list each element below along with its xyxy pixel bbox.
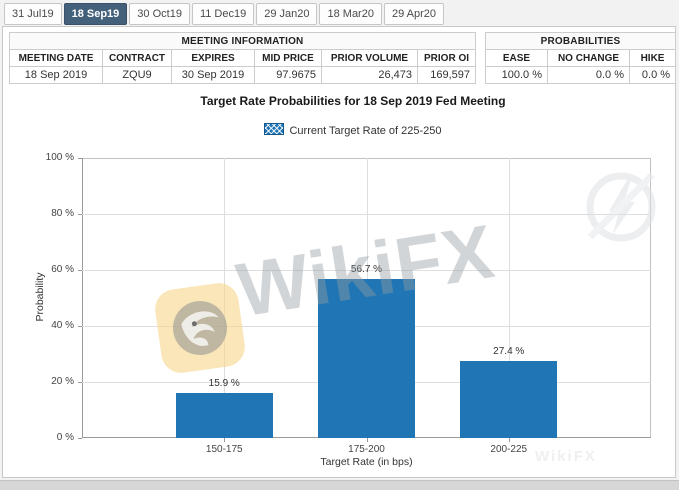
y-tick-label: 80 % xyxy=(51,208,74,219)
chart-legend: Current Target Rate of 225-250 xyxy=(63,123,643,137)
meeting-information-value-cell: 30 Sep 2019 xyxy=(171,66,255,84)
bar-value-label: 27.4 % xyxy=(493,346,525,358)
tab-29-jan20[interactable]: 29 Jan20 xyxy=(256,3,318,25)
legend-label: Current Target Rate of 225-250 xyxy=(289,125,442,137)
bar-200-225 xyxy=(460,361,558,438)
meeting-information-value-cell: 18 Sep 2019 xyxy=(9,66,103,84)
meeting-information-value-cell: 97.9675 xyxy=(254,66,322,84)
meeting-tabs: 31 Jul19 18 Sep19 30 Oct19 11 Dec19 29 Jan20… xyxy=(0,0,679,26)
y-tick-label: 100 % xyxy=(45,152,74,163)
y-tick-mark xyxy=(78,326,82,327)
x-tick-label: 200-225 xyxy=(490,444,528,455)
y-tick-mark xyxy=(78,438,82,439)
meeting-information-col-meeting-date: MEETING DATE xyxy=(9,49,103,67)
bottom-strip xyxy=(0,480,679,490)
x-tick-mark xyxy=(366,438,368,442)
bar-value-label: 56.7 % xyxy=(350,264,383,276)
y-tick-mark xyxy=(78,270,82,271)
x-axis-title: Target Rate (in bps) xyxy=(320,456,413,468)
meeting-information-col-prior-volume: PRIOR VOLUME xyxy=(321,49,418,67)
meeting-information-value-cell: 26,473 xyxy=(321,66,418,84)
meeting-information-table: MEETING INFORMATION MEETING DATE CONTRACT E… xyxy=(8,32,477,84)
main-panel: Target Rate Probabilities for 18 Sep 201… xyxy=(2,26,677,478)
meeting-information-value-cell: 169,597 xyxy=(416,66,477,84)
x-tick-mark xyxy=(224,438,226,442)
y-tick-mark xyxy=(78,214,82,215)
probabilities-col-hike: HIKE xyxy=(628,49,677,67)
probabilities-section-title: PROBABILITIES xyxy=(484,32,677,50)
x-tick-label: 150-175 xyxy=(205,444,243,455)
bar-150-175 xyxy=(175,393,273,438)
y-tick-label: 20 % xyxy=(51,376,74,387)
tab-18-mar20[interactable]: 18 Mar20 xyxy=(319,3,382,25)
tab-11-dec19[interactable]: 11 Dec19 xyxy=(191,3,255,25)
probabilities-value-cell: 0.0 % xyxy=(628,66,677,84)
meeting-information-value-cell: ZQU9 xyxy=(102,66,172,84)
plot-area: 15.9 % 56.7 % 27.4 % xyxy=(82,158,651,438)
y-axis-line xyxy=(82,158,83,438)
y-tick-mark xyxy=(78,158,82,159)
y-tick-label: 60 % xyxy=(51,264,74,275)
tab-31-jul19[interactable]: 31 Jul19 xyxy=(4,3,62,25)
meeting-information-col-contract: CONTRACT xyxy=(102,49,172,67)
probabilities-col-ease: EASE xyxy=(485,49,548,67)
gridline-vertical xyxy=(508,158,510,438)
tab-30-oct19[interactable]: 30 Oct19 xyxy=(129,3,190,25)
y-tick-label: 40 % xyxy=(51,320,74,331)
meeting-information-col-expires: EXPIRES xyxy=(171,49,255,67)
meeting-information-col-prior-oi: PRIOR OI xyxy=(416,49,477,67)
tab-18-sep19[interactable]: 18 Sep19 xyxy=(63,3,128,25)
bar-value-label: 15.9 % xyxy=(208,378,240,390)
tab-29-apr20[interactable]: 29 Apr20 xyxy=(383,3,445,25)
chart-title: Target Rate Probabilities for 18 Sep 201… xyxy=(200,94,506,108)
meeting-information-col-mid-price: MID PRICE xyxy=(254,49,322,67)
probabilities-value-cell: 100.0 % xyxy=(485,66,548,84)
x-tick-label: 175-200 xyxy=(348,444,385,455)
x-tick-mark xyxy=(508,438,510,442)
bar-175-200 xyxy=(318,279,415,438)
probabilities-table: PROBABILITIES EASE NO CHANGE HIKE 100.0 % 0.0… xyxy=(484,32,677,84)
y-tick-label: 0 % xyxy=(56,432,74,443)
y-axis-title: Probability xyxy=(34,272,46,322)
probabilities-col-no-change: NO CHANGE xyxy=(547,49,630,67)
legend-swatch-icon xyxy=(264,123,285,135)
plot-frame-right xyxy=(650,158,651,438)
y-tick-mark xyxy=(78,382,82,383)
meeting-information-section-title: MEETING INFORMATION xyxy=(8,32,477,50)
probabilities-value-cell: 0.0 % xyxy=(547,66,630,84)
